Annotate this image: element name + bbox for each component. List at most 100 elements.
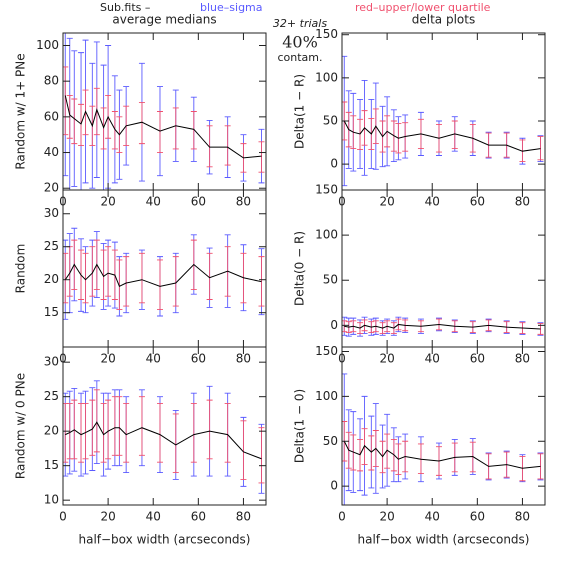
y-tick-label: 100 (315, 228, 338, 242)
quartile-bar (190, 403, 197, 463)
x-tick-label: 80 (236, 352, 251, 366)
quartile-bar (105, 246, 112, 297)
x-tick-label: 20 (100, 510, 115, 524)
quartile-bar (258, 427, 265, 484)
frame (62, 189, 267, 348)
y-tick-label: 0 (330, 157, 338, 171)
y-axis-label: Delta(1 − 0) (293, 389, 307, 463)
quartile-bar (93, 389, 100, 453)
plot-area (342, 373, 544, 505)
quartile-bar (111, 396, 118, 456)
y-tick-label: 20 (44, 181, 59, 195)
y-tick-label: 20 (44, 424, 59, 438)
x-tick-label: 40 (425, 195, 440, 209)
y-axis-label: Random w/ 0 PNe (14, 373, 28, 479)
quartile-bar (123, 403, 130, 463)
x-tick-label: 80 (515, 195, 530, 209)
median-line (344, 323, 541, 330)
quartile-bar (82, 252, 89, 304)
y-tick-label: 25 (44, 389, 59, 403)
y-tick-label: 50 (323, 273, 338, 287)
header-contam-pct: 40% (282, 33, 318, 52)
panel-title: average medians (112, 13, 216, 27)
quartile-bar (206, 399, 213, 460)
x-tick-label: 60 (470, 195, 485, 209)
plot-area (63, 33, 265, 190)
header-blue: blue–sigma (200, 1, 263, 14)
y-tick-label: 25 (44, 239, 59, 253)
y-tick-label: 0 (330, 479, 338, 493)
frame (62, 32, 267, 191)
quartile-bar (258, 141, 265, 173)
y-tick-label: 100 (36, 38, 59, 52)
panel-title: delta plots (412, 13, 475, 27)
quartile-bar (451, 120, 458, 150)
y-tick-label: 60 (44, 109, 59, 123)
plot-area (63, 227, 265, 320)
y-tick-label: 50 (323, 434, 338, 448)
x-tick-label: 40 (146, 352, 161, 366)
quartile-bar (116, 396, 123, 456)
y-axis-label: Random w/ 1+ PNe (14, 53, 28, 169)
quartile-bar (224, 125, 231, 166)
x-tick-label: 20 (379, 195, 394, 209)
quartile-bar (89, 246, 96, 297)
header-contam: contam. (277, 51, 322, 64)
median-line (343, 120, 541, 152)
x-tick-label: 80 (515, 510, 530, 524)
quartile-bar (172, 256, 179, 307)
median-line (64, 95, 262, 159)
header-red: red–upper/lower quartile (355, 1, 491, 14)
median-line (65, 421, 262, 460)
quartile-bar (156, 111, 163, 153)
x-tick-label: 20 (100, 352, 115, 366)
y-tick-label: 10 (44, 493, 59, 507)
quartile-bar (156, 403, 163, 463)
quartile-bar (384, 433, 391, 469)
y-axis-label: Delta(0 − R) (293, 231, 307, 306)
quartile-bar (224, 403, 231, 463)
y-tick-label: 30 (44, 206, 59, 220)
median-line (64, 263, 262, 287)
y-tick-label: 80 (44, 74, 59, 88)
quartile-bar (111, 111, 118, 150)
quartile-bar (206, 252, 213, 300)
plot-area (63, 380, 265, 494)
plot-area (342, 55, 544, 187)
x-tick-label: 40 (425, 352, 440, 366)
quartile-bar (138, 396, 145, 456)
quartile-bar (82, 403, 89, 460)
y-tick-label: 30 (44, 355, 59, 369)
quartile-bar (537, 453, 544, 480)
quartile-bar (100, 249, 107, 300)
quartile-bar (156, 259, 163, 310)
quartile-bar (190, 111, 197, 150)
quartile-bar (78, 103, 85, 146)
median-line (343, 441, 541, 469)
plot-area (342, 316, 544, 337)
quartile-bar (105, 399, 112, 460)
y-tick-label: 40 (44, 145, 59, 159)
x-tick-label: 40 (146, 195, 161, 209)
y-tick-label: 150 (315, 344, 338, 358)
quartile-bar (100, 403, 107, 463)
x-axis-label: half−box width (arcseconds) (357, 533, 529, 547)
x-tick-label: 80 (515, 352, 530, 366)
header-trials: 32+ trials (273, 17, 327, 30)
quartile-bar (240, 420, 247, 480)
x-tick-label: 60 (470, 352, 485, 366)
x-tick-label: 0 (59, 510, 67, 524)
quartile-bar (537, 136, 544, 161)
quartile-bar (71, 98, 78, 145)
quartile-bar (66, 246, 73, 297)
quartile-bar (138, 252, 145, 304)
x-tick-label: 60 (191, 352, 206, 366)
quartile-bar (89, 399, 96, 456)
x-tick-label: 20 (379, 510, 394, 524)
quartile-bar (138, 102, 145, 145)
x-tick-label: 40 (425, 510, 440, 524)
y-tick-label: 100 (315, 389, 338, 403)
header-file: Sub.fits – (100, 1, 150, 14)
y-tick-label: 100 (315, 70, 338, 84)
y-tick-label: 0 (330, 318, 338, 332)
